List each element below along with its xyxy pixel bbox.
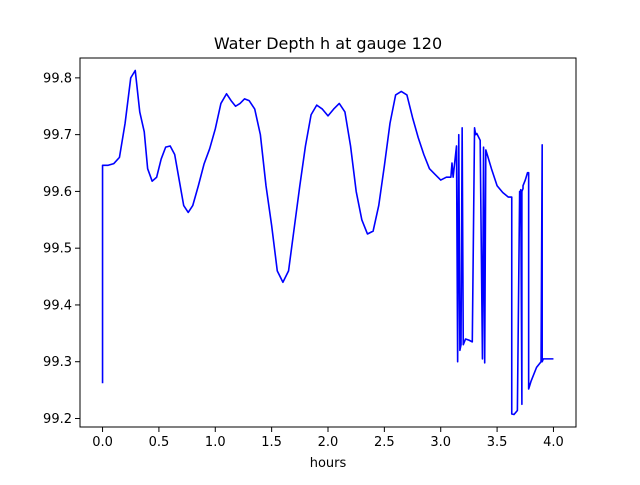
ticks-layer: 0.0 0.5 1.0 1.5 2.0 2.5 3.0 3.5 4.0 99.2 99.3 99.4 9… bbox=[43, 71, 564, 450]
x-tick-label: 2.0 bbox=[318, 435, 339, 450]
x-tick-label: 1.5 bbox=[261, 435, 282, 450]
x-tick-label: 4.0 bbox=[543, 435, 564, 450]
x-tick-label: 0.0 bbox=[92, 435, 113, 450]
y-tick-label: 99.7 bbox=[43, 128, 72, 143]
y-tick-label: 99.8 bbox=[43, 71, 72, 86]
x-axis-title: hours bbox=[310, 456, 347, 471]
y-tick-label: 99.5 bbox=[43, 242, 72, 257]
x-tick-label: 2.5 bbox=[374, 435, 395, 450]
chart-title: Water Depth h at gauge 120 bbox=[214, 34, 442, 53]
plot-area-frame bbox=[79, 57, 577, 428]
y-tick-label: 99.4 bbox=[43, 298, 72, 313]
y-tick-label: 99.6 bbox=[43, 185, 72, 200]
x-tick-label: 0.5 bbox=[149, 435, 170, 450]
series-line bbox=[101, 69, 554, 416]
y-tick-label: 99.3 bbox=[43, 355, 72, 370]
y-tick-label: 99.2 bbox=[43, 412, 72, 427]
series-layer bbox=[101, 69, 554, 416]
x-tick-label: 3.0 bbox=[430, 435, 451, 450]
x-tick-label: 3.5 bbox=[487, 435, 508, 450]
x-tick-label: 1.0 bbox=[205, 435, 226, 450]
